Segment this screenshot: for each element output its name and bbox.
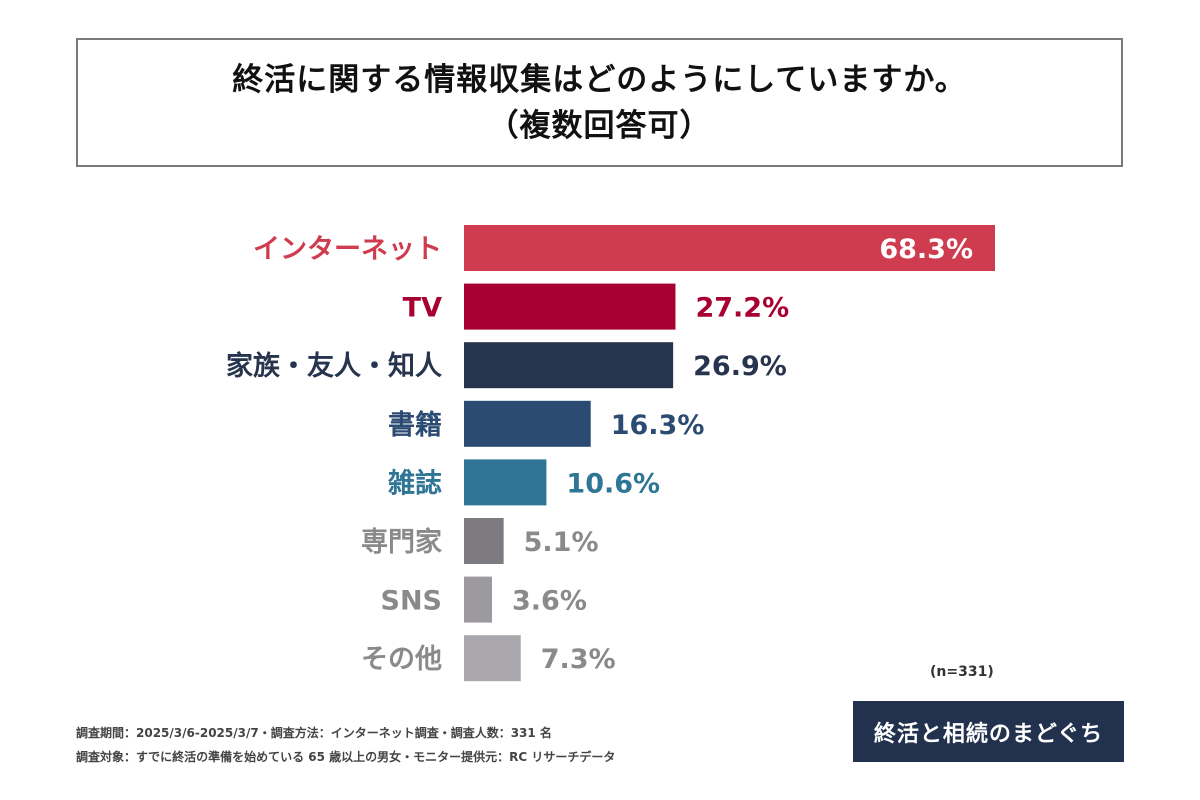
category-label: 雑誌 xyxy=(387,467,442,499)
sample-size: (n=331) xyxy=(930,664,994,680)
value-label: 27.2% xyxy=(695,293,789,324)
bar-2 xyxy=(464,342,674,389)
category-label: SNS xyxy=(381,586,443,617)
bar-3 xyxy=(464,400,591,447)
category-label: 書籍 xyxy=(388,409,442,441)
value-label: 26.9% xyxy=(693,351,787,382)
value-label: 68.3% xyxy=(879,234,973,265)
value-label: 7.3% xyxy=(541,644,616,675)
chart-title-box: 終活に関する情報収集はどのようにしていますか。 （複数回答可） xyxy=(76,38,1123,167)
bar-7 xyxy=(464,635,521,682)
value-label: 5.1% xyxy=(524,527,599,558)
brand-logo: 終活と相続のまどぐち xyxy=(853,701,1124,762)
value-label: 3.6% xyxy=(512,586,587,617)
survey-target-note: 調査対象：すでに終活の準備を始めている 65 歳以上の男女・モニター提供元：RC… xyxy=(76,750,616,764)
value-label: 10.6% xyxy=(566,468,660,499)
bar-0 xyxy=(464,225,995,271)
category-label: 家族・友人・知人 xyxy=(226,350,442,382)
bar-5 xyxy=(464,518,504,564)
survey-period-note: 調査期間：2025/3/6-2025/3/7・調査方法：インターネット調査・調査… xyxy=(76,726,552,740)
category-label: インターネット xyxy=(253,234,442,265)
chart-subtitle: （複数回答可） xyxy=(487,107,712,144)
bar-4 xyxy=(464,459,547,506)
category-label: 専門家 xyxy=(361,526,442,558)
bar-6 xyxy=(464,576,492,623)
value-label: 16.3% xyxy=(611,410,705,441)
category-label: TV xyxy=(403,293,442,324)
chart-title: 終活に関する情報収集はどのようにしていますか。 xyxy=(232,61,967,98)
category-label: その他 xyxy=(361,644,442,675)
bar-1 xyxy=(464,283,676,330)
